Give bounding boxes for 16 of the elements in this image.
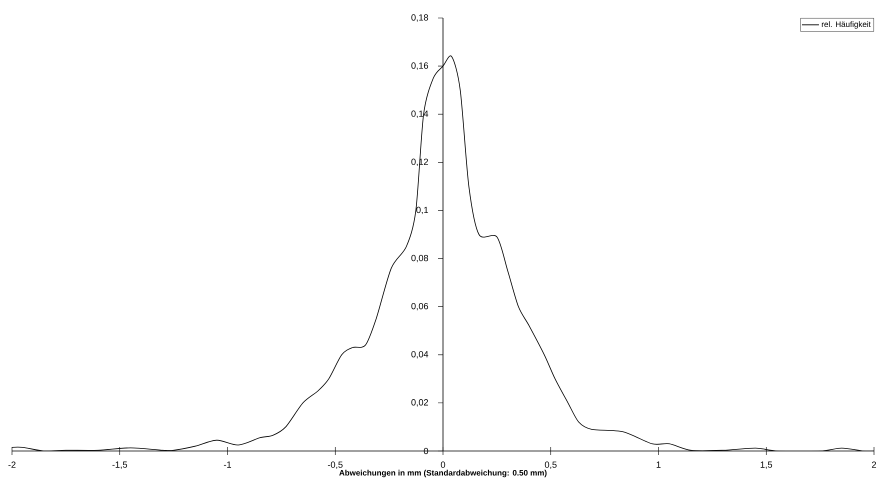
x-tick-label: -1,5 — [112, 462, 128, 469]
x-tick-label: 0,5 — [544, 462, 557, 469]
y-tick-label: 0,06 — [411, 302, 428, 310]
y-tick-label: 0,16 — [411, 62, 428, 70]
y-tick-label: 0,1 — [416, 206, 428, 214]
y-tick-label: 0,18 — [411, 14, 428, 22]
x-tick-label: -1 — [224, 462, 232, 468]
x-tick-label: 0 — [440, 462, 446, 468]
x-tick-label: 1 — [656, 462, 661, 468]
x-tick-label: -0,5 — [328, 462, 343, 469]
y-tick-label: 0,02 — [411, 399, 428, 407]
x-tick-label: 2 — [872, 462, 876, 468]
x-tick-label: 1,5 — [760, 462, 772, 469]
y-tick-label: 0,04 — [411, 351, 428, 358]
x-tick-label: -2 — [8, 462, 16, 468]
y-tick-label: 0,08 — [411, 254, 428, 262]
